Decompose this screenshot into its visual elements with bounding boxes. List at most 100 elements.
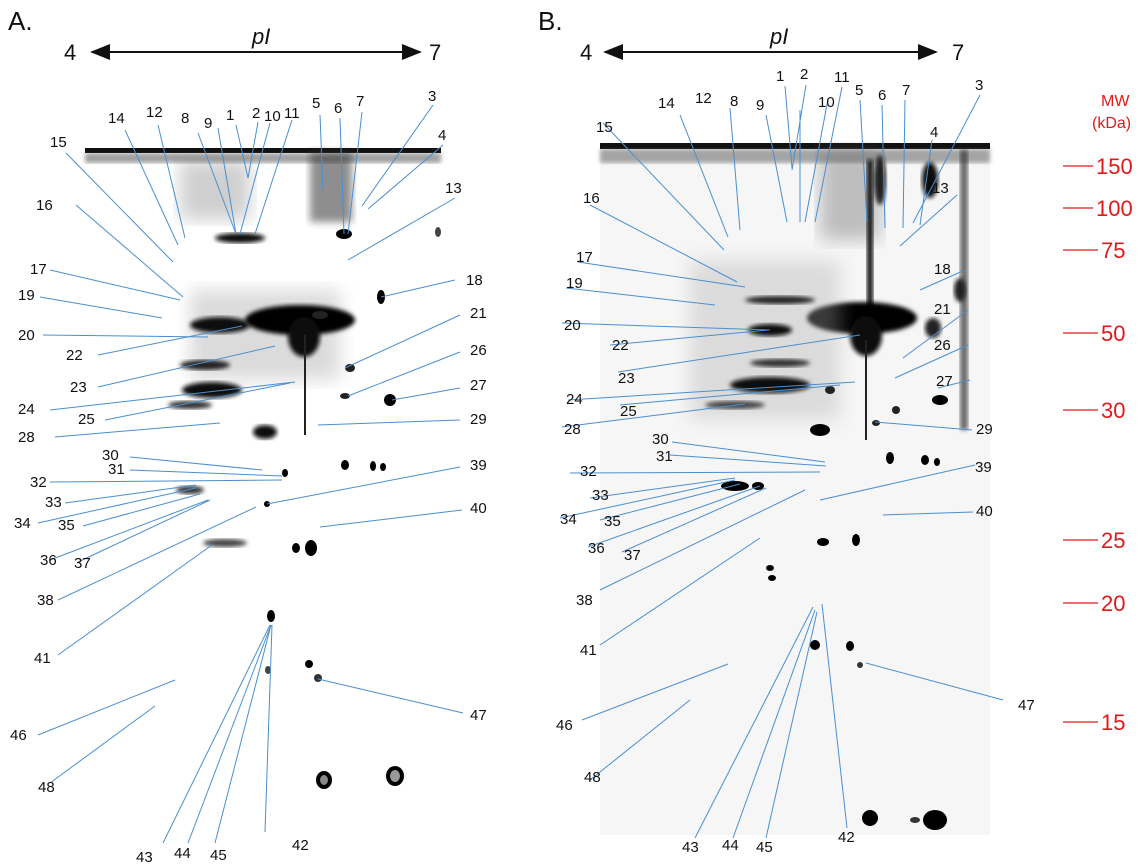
- panel-a-spot-label: 41: [34, 650, 51, 667]
- mw-marker-label: 100: [1096, 196, 1133, 221]
- panel-b-spot-label: 5: [855, 82, 863, 99]
- panel-a-spot-label: 28: [18, 429, 35, 446]
- panel-a-spot-label: 15: [50, 134, 67, 151]
- panel-b-spot-label: 17: [576, 249, 593, 266]
- panel-a-ph-low: 4: [64, 40, 76, 65]
- panel-a-spot-label: 45: [210, 847, 227, 864]
- panel-a-spot-label: 27: [470, 377, 487, 394]
- panel-b-spot-label: 25: [620, 403, 637, 420]
- panel-a-spot-label: 20: [18, 327, 35, 344]
- panel-b-spot-labels: 1 2 11 5 6 7 3 14 12 8 9 10 4 15 13 16 1…: [556, 66, 1035, 856]
- panel-b-spot-label: 10: [818, 94, 835, 111]
- panel-b-spot-label: 15: [596, 119, 613, 136]
- panel-a-spot-label: 12: [146, 104, 163, 121]
- panel-a-spot-label: 43: [136, 849, 153, 866]
- panel-a-spot-label: 33: [45, 494, 62, 511]
- panel-a-spot-label: 11: [284, 105, 300, 122]
- mw-marker-label: 15: [1101, 710, 1125, 735]
- panel-b-spot-label: 36: [588, 540, 605, 557]
- panel-b-spot-label: 24: [566, 391, 583, 408]
- panel-a-spot-label: 25: [78, 411, 95, 428]
- panel-b-spot-label: 38: [576, 592, 593, 609]
- panel-b-spot-label: 23: [618, 370, 635, 387]
- panel-b-spot-label: 35: [604, 513, 621, 530]
- panel-b-spot-label: 8: [730, 93, 738, 110]
- panel-b-spot-label: 11: [834, 69, 850, 86]
- panel-a-spot-label: 42: [292, 837, 309, 854]
- panel-b-spot-label: 34: [560, 511, 577, 528]
- panel-b-spot-label: 12: [695, 90, 712, 107]
- panel-a-spot-label: 9: [204, 115, 212, 132]
- panel-a-letter: A.: [8, 6, 33, 36]
- panel-b-spot-label: 2: [800, 66, 808, 83]
- panel-b-spot-label: 7: [902, 82, 910, 99]
- mw-marker-label: 30: [1101, 398, 1125, 423]
- panel-a-spot-label: 10: [264, 108, 281, 125]
- panel-b-spot-label: 13: [932, 180, 949, 197]
- panel-b-spot-label: 32: [580, 463, 597, 480]
- panel-b-spot-label: 47: [1018, 697, 1035, 714]
- panel-a-pi-label: pI: [251, 24, 270, 49]
- panel-b-spot-label: 3: [975, 77, 983, 94]
- panel-a-spot-label: 24: [18, 401, 35, 418]
- panel-b-spot-label: 20: [564, 317, 581, 334]
- panel-a-spot-label: 26: [470, 342, 487, 359]
- mw-marker-label: 75: [1101, 238, 1125, 263]
- panel-a-spot-label: 5: [312, 95, 320, 112]
- mw-marker-label: 50: [1101, 321, 1125, 346]
- panel-b-spot-label: 39: [975, 459, 992, 476]
- panel-a-spot-label: 17: [30, 261, 47, 278]
- panel-a-spot-label: 40: [470, 500, 487, 517]
- panel-a-spot-label: 29: [470, 411, 487, 428]
- panel-a-spot-label: 8: [181, 110, 189, 127]
- mw-marker-label: 25: [1101, 528, 1125, 553]
- panel-b-spot-label: 6: [878, 87, 886, 104]
- panel-a-spot-labels: 1 2 11 5 6 7 3 14 12 8 9 10 4 15 13 16 1…: [10, 88, 487, 866]
- panel-a-spot-label: 32: [30, 474, 47, 491]
- panel-a-spot-label: 23: [70, 379, 87, 396]
- panel-a-spot-label: 14: [108, 110, 125, 127]
- panel-a-spot-label: 46: [10, 727, 27, 744]
- panel-b-spot-label: 44: [722, 837, 739, 854]
- panel-b-pi-label: pI: [769, 24, 788, 49]
- panel-a-spot-label: 1: [226, 107, 234, 124]
- panel-a-spot-label: 13: [445, 180, 462, 197]
- panel-a: A. 4 7 pI: [8, 6, 487, 866]
- panel-a-spot-label: 21: [470, 305, 487, 322]
- panel-b: B. 4 7 pI: [538, 6, 1035, 856]
- panel-a-spot-label: 37: [74, 555, 91, 572]
- panel-a-spot-label: 30: [102, 447, 119, 464]
- panel-a-spot-label: 22: [66, 347, 83, 364]
- panel-a-spot-label: 35: [58, 517, 75, 534]
- mw-scale: MW (kDa) 150 100 75 50 30 25 20 15: [1063, 93, 1133, 735]
- panel-b-spot-label: 19: [566, 275, 583, 292]
- panel-b-spot-label: 48: [584, 769, 601, 786]
- panel-b-spot-label: 43: [682, 839, 699, 856]
- panel-b-spot-label: 41: [580, 642, 597, 659]
- panel-a-ph-high: 7: [429, 40, 441, 65]
- panel-b-spot-label: 42: [838, 829, 855, 846]
- panel-b-spot-label: 21: [934, 301, 951, 318]
- panel-b-leader-lines: [559, 84, 1004, 839]
- panel-a-spot-label: 38: [37, 592, 54, 609]
- mw-marker-label: 150: [1096, 154, 1133, 179]
- panel-a-spot-label: 48: [38, 779, 55, 796]
- panel-b-spot-label: 9: [756, 97, 764, 114]
- panel-a-spot-label: 4: [438, 127, 446, 144]
- panel-a-spot-label: 2: [252, 105, 260, 122]
- panel-b-spot-label: 22: [612, 337, 629, 354]
- mw-scale-unit: (kDa): [1092, 115, 1131, 132]
- panel-b-spot-label: 33: [592, 487, 609, 504]
- panel-b-spot-label: 37: [624, 547, 641, 564]
- panel-b-spot-label: 4: [930, 124, 938, 141]
- panel-b-spot-label: 29: [976, 421, 993, 438]
- panel-a-spot-label: 6: [334, 100, 342, 117]
- panel-a-spot-label: 36: [40, 552, 57, 569]
- panel-b-spot-label: 45: [756, 839, 773, 856]
- panel-b-spot-label: 40: [976, 503, 993, 520]
- panel-a-gel-image: [85, 148, 441, 789]
- panel-b-spot-label: 27: [936, 373, 953, 390]
- panel-b-spot-label: 30: [652, 431, 669, 448]
- mw-scale-title: MW: [1101, 93, 1130, 110]
- panel-b-spot-label: 1: [776, 68, 784, 85]
